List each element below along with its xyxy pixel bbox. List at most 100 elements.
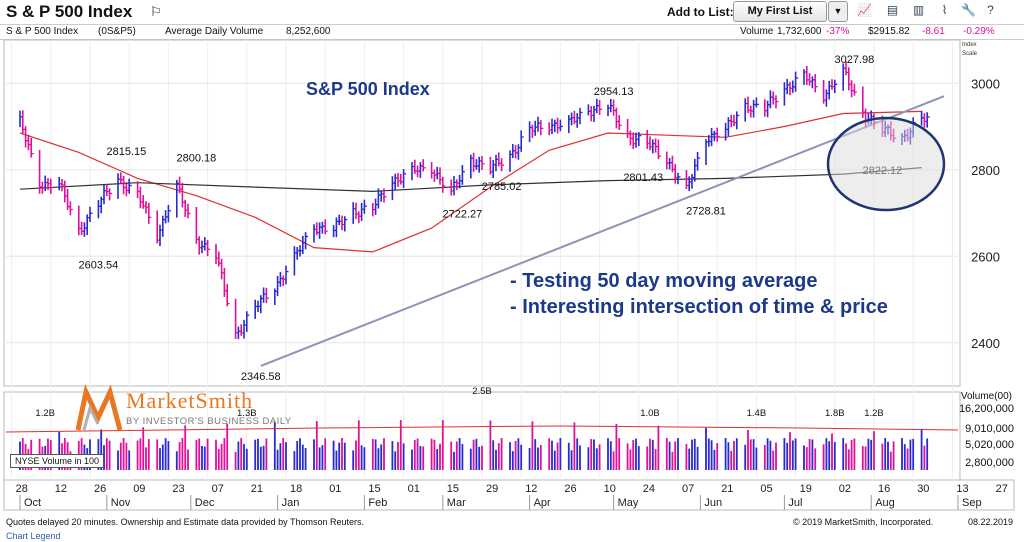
volume-bar: [413, 440, 416, 470]
volume-bar: [551, 440, 553, 470]
price-label: 2785.02: [482, 181, 522, 193]
volume-bar: [436, 449, 439, 470]
volume-bar: [254, 439, 257, 470]
volume-bar: [850, 439, 853, 470]
volume-bar: [383, 438, 385, 470]
volume-bar: [794, 438, 797, 470]
volume-bar: [450, 441, 453, 470]
volume-bar: [380, 444, 383, 470]
volume-bar: [710, 440, 713, 470]
volume-bar: [304, 448, 307, 470]
volume-bar: [439, 443, 441, 470]
month-tick-label: Jun: [704, 497, 722, 509]
compare-icon[interactable]: ▤: [886, 3, 899, 17]
header-bar: S & P 500 Index ⚐ Add to List: My First …: [0, 0, 1024, 24]
volume-bar: [198, 438, 201, 470]
volume-bar: [688, 448, 691, 470]
day-tick-label: 30: [917, 483, 929, 495]
volume-bar: [360, 445, 363, 470]
volume-bar: [285, 442, 287, 470]
volume-bar: [744, 444, 747, 470]
add-to-list-label: Add to List:: [667, 5, 734, 19]
list-select[interactable]: My First List: [733, 1, 827, 22]
volume-bar: [884, 438, 887, 470]
volume-bar: [870, 439, 873, 470]
day-tick-label: 18: [290, 483, 302, 495]
volume-tick-label: 9,010,000: [965, 423, 1014, 435]
volume-bar: [495, 449, 497, 470]
volume-bar: [887, 441, 889, 470]
volume-bar: [147, 439, 150, 470]
volume-peak-label: 1.2B: [864, 408, 884, 419]
volume-bar: [783, 438, 786, 470]
volume-bar: [282, 438, 285, 470]
volume-bar: [590, 438, 593, 470]
volume-bar: [276, 449, 279, 470]
day-tick-label: 19: [800, 483, 812, 495]
volume-bar: [517, 438, 520, 470]
price-change-pct: -0.29%: [963, 26, 995, 37]
volume-bar: [100, 429, 103, 470]
chart-legend-link[interactable]: Chart Legend: [6, 531, 61, 541]
volume-bar: [864, 446, 867, 470]
day-tick-label: 23: [172, 483, 184, 495]
day-tick-label: 26: [94, 483, 106, 495]
volume-bar: [752, 439, 755, 470]
day-tick-label: 15: [447, 483, 459, 495]
volume-peak-label: 1.0B: [640, 408, 660, 419]
chevron-down-icon[interactable]: ▼: [828, 1, 848, 22]
volume-bar: [598, 444, 601, 470]
volume-bar: [58, 431, 61, 470]
volume-bar: [139, 438, 142, 470]
day-tick-label: 27: [996, 483, 1008, 495]
volume-bar: [411, 449, 413, 470]
volume-bar: [632, 440, 635, 470]
volume-bar: [822, 444, 825, 470]
layout-icon[interactable]: ▥: [912, 3, 925, 17]
volume-bar: [573, 422, 576, 470]
volume-bar: [237, 441, 240, 470]
volume-label: Volume: [740, 26, 774, 37]
volume-bar: [587, 447, 590, 470]
info-symbol: (0S&P5): [98, 26, 136, 37]
volume-bar: [635, 438, 637, 470]
day-tick-label: 07: [212, 483, 224, 495]
volume-bar: [175, 451, 178, 470]
volume-bar: [881, 443, 884, 470]
volume-bar: [626, 443, 629, 470]
volume-bar: [293, 451, 296, 470]
chart-icon[interactable]: 📈: [857, 3, 872, 17]
volume-bar: [469, 448, 472, 470]
day-tick-label: 15: [368, 483, 380, 495]
volume-bar: [730, 450, 733, 470]
wrench-icon[interactable]: 🔧: [961, 3, 976, 17]
day-tick-label: 13: [956, 483, 968, 495]
volume-bar: [763, 445, 766, 470]
volume-bar: [136, 440, 139, 470]
volume-bar: [772, 450, 775, 470]
indicator-icon[interactable]: ⌇: [941, 3, 948, 17]
month-tick-label: Jan: [282, 497, 300, 509]
day-tick-label: 12: [55, 483, 67, 495]
volume-bar: [458, 438, 461, 470]
price-change: -8.61: [922, 26, 945, 37]
price-label: 3027.98: [835, 54, 875, 66]
month-tick-label: Jul: [788, 497, 802, 509]
volume-bar: [906, 448, 909, 470]
price-tick-label: 3000: [971, 76, 1000, 91]
chart-title: S&P 500 Index: [306, 79, 430, 99]
volume-bar: [402, 443, 405, 470]
volume-bar: [187, 449, 189, 470]
volume-bar: [377, 448, 380, 470]
help-icon[interactable]: ?: [987, 3, 994, 17]
marketsmith-mark-icon: [76, 384, 122, 431]
volume-bar: [461, 444, 464, 470]
volume-bar: [665, 438, 668, 470]
volume-bar: [766, 438, 769, 470]
volume-bar: [419, 446, 422, 470]
flag-icon[interactable]: ⚐: [150, 4, 162, 19]
volume-bar: [696, 446, 699, 470]
volume-bar: [685, 444, 688, 470]
volume-bar: [128, 450, 131, 470]
